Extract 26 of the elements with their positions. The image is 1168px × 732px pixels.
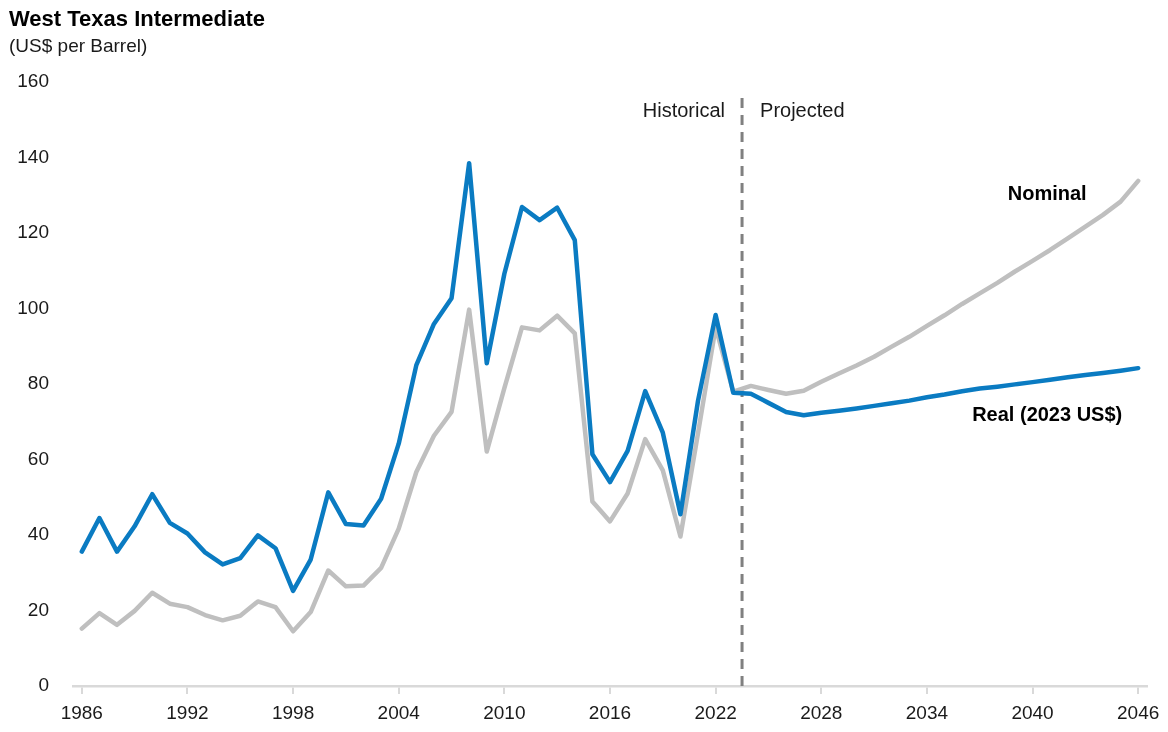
x-tick-label: 2016 [588,701,632,723]
y-tick-label: 80 [27,372,49,394]
x-tick-label: 1998 [271,701,315,723]
y-tick-label: 40 [27,523,49,545]
x-tick-label: 2034 [905,701,949,723]
annotation: Projected [760,98,845,121]
x-tick-label: 1992 [166,701,209,723]
series-label: Nominal [1007,181,1087,204]
x-tick-label: 2022 [694,701,737,723]
y-tick-label: 160 [17,70,49,92]
series-label: Real (2023 US$) [972,403,1123,426]
y-tick-label: 0 [38,674,49,696]
x-tick-label: 2010 [483,701,526,723]
y-tick-label: 20 [27,598,49,620]
y-tick-label: 60 [27,447,49,469]
x-tick-label: 1986 [60,701,103,723]
x-tick-label: 2040 [1011,701,1054,723]
y-tick-label: 100 [17,296,49,318]
x-tick-label: 2028 [800,701,843,723]
y-tick-label: 140 [17,145,49,167]
x-tick-label: 2046 [1117,701,1160,723]
x-tick-label: 2004 [377,701,421,723]
y-tick-label: 120 [17,221,49,243]
chart-title: West Texas Intermediate [9,5,265,33]
chart-subtitle: (US$ per Barrel) [9,34,149,58]
annotation: Historical [642,98,726,121]
